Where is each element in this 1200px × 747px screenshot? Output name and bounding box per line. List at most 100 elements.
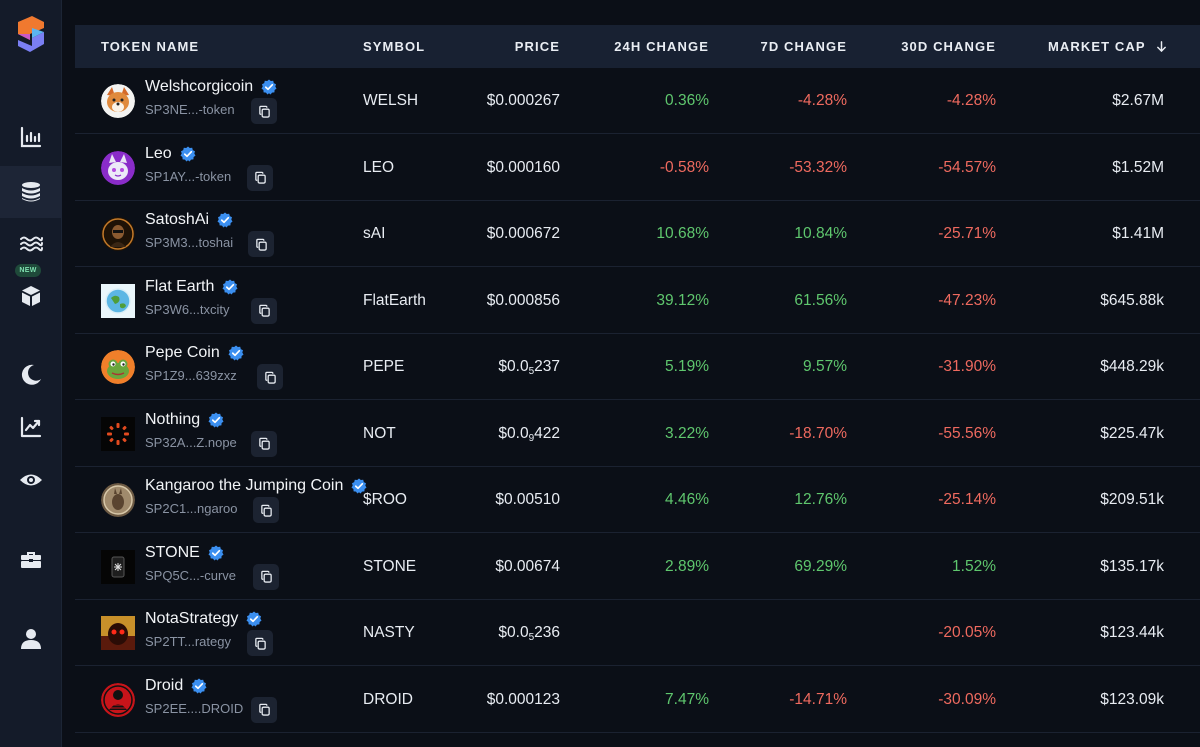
nav-item-profile[interactable]: [0, 613, 62, 665]
column-header-symbol[interactable]: SYMBOL: [363, 39, 426, 54]
token-name-text: Leo: [145, 144, 172, 162]
table-row[interactable]: STONE SPQ5C...-curve STONE $0.00674 2.89% 69.…: [75, 534, 1200, 600]
column-header-24h-change[interactable]: 24H CHANGE: [614, 39, 709, 54]
token-avatar: [101, 283, 135, 318]
token-name-text: Pepe Coin: [145, 344, 220, 361]
copy-address-button[interactable]: [253, 563, 279, 590]
table-row[interactable]: Leo SP1AY...-token LEO $0.000160 -0.58% -53.3…: [75, 135, 1200, 201]
token-name[interactable]: Droid: [145, 677, 207, 695]
table-row[interactable]: SatoshAi SP3M3...toshai sAI $0.000672 10.68%…: [75, 201, 1200, 267]
price-prefix: $0.0: [498, 358, 529, 375]
change-7d: 9.57%: [803, 358, 847, 375]
token-price: $0.000123: [459, 667, 560, 733]
copy-address-button[interactable]: [251, 696, 277, 723]
price-value: $0.000672: [486, 225, 560, 242]
token-symbol: PEPE: [363, 358, 405, 375]
token-name[interactable]: STONE: [145, 544, 224, 562]
token-name[interactable]: Pepe Coin: [145, 344, 244, 362]
market-cap: $123.09k: [1100, 690, 1164, 708]
table-row[interactable]: Kangaroo the Jumping Coin SP2C1...ngaroo $…: [75, 467, 1200, 533]
user-icon: [21, 629, 41, 649]
change-7d: -18.70%: [789, 424, 847, 442]
token-symbol: sAI: [363, 225, 386, 242]
token-price: $0.000160: [459, 135, 560, 201]
change-30d: -31.90%: [938, 358, 996, 375]
table-row[interactable]: Flat Earth SP3W6...txcity FlatEarth $0.0008…: [75, 268, 1200, 334]
nav-item-analytics[interactable]: [0, 111, 62, 163]
token-contract-address: SPQ5C...-curve: [145, 567, 237, 583]
token-name[interactable]: NotaStrategy: [145, 610, 262, 628]
nav-item-portfolio[interactable]: [0, 534, 62, 586]
verified-badge-icon: [228, 345, 244, 361]
copy-address-button[interactable]: [251, 430, 277, 457]
token-avatar: [101, 483, 135, 517]
change-30d: -4.28%: [946, 92, 996, 109]
token-symbol: FlatEarth: [363, 291, 426, 309]
verified-badge-icon: [222, 279, 238, 295]
copy-address-button[interactable]: [247, 164, 273, 191]
token-name-text: Nothing: [145, 410, 201, 428]
eye-icon: [20, 474, 42, 486]
token-avatar: [101, 150, 135, 185]
table-row[interactable]: Welshcorgicoin SP3NE...-token WELSH $0.0002…: [75, 68, 1200, 134]
token-avatar: [101, 84, 135, 118]
column-header-market-cap[interactable]: MARKET CAP: [1048, 25, 1168, 68]
nav-item-new-feature[interactable]: [0, 270, 62, 322]
token-price: $0.00510: [459, 467, 560, 533]
token-name[interactable]: Nothing: [145, 411, 224, 429]
token-name[interactable]: Leo: [145, 145, 196, 163]
market-cap: $123.44k: [1100, 624, 1164, 641]
copy-address-button[interactable]: [253, 497, 279, 523]
cube-icon: [22, 286, 40, 306]
price-value: $0.000267: [486, 92, 560, 109]
nav-item-trending[interactable]: [0, 401, 62, 453]
copy-icon: [264, 371, 277, 384]
change-24h: -0.58%: [659, 158, 709, 176]
change-24h: 10.68%: [656, 225, 709, 242]
table-row[interactable]: Droid SP2EE....DROID DROID $0.000123 7.47% -1…: [75, 667, 1200, 733]
token-avatar: [101, 416, 135, 451]
token-name-text: Droid: [145, 676, 184, 694]
token-name[interactable]: Kangaroo the Jumping Coin: [145, 477, 367, 495]
table-row[interactable]: Pepe Coin SP1Z9...639zxz PEPE $0.05237 5.19%…: [75, 334, 1200, 400]
copy-icon: [258, 304, 271, 317]
token-contract-address: SP2C1...ngaroo: [145, 501, 238, 516]
change-7d: 10.84%: [794, 225, 847, 242]
token-name[interactable]: Welshcorgicoin: [145, 78, 277, 96]
column-header-30d-change[interactable]: 30D CHANGE: [901, 39, 996, 54]
change-7d: -14.71%: [789, 690, 847, 708]
copy-address-button[interactable]: [247, 630, 273, 656]
nav-item-theme[interactable]: [0, 349, 62, 401]
copy-icon: [260, 504, 273, 517]
column-header-token-name[interactable]: TOKEN NAME: [101, 39, 200, 54]
nav-item-pools[interactable]: [0, 218, 62, 270]
copy-icon: [260, 570, 273, 583]
column-header-price[interactable]: PRICE: [514, 39, 560, 54]
market-cap: $225.47k: [1100, 424, 1164, 442]
token-avatar: [101, 217, 135, 251]
verified-badge-icon: [246, 611, 262, 627]
market-cap: $209.51k: [1100, 491, 1164, 508]
token-contract-address: SP2TT...rategy: [145, 634, 231, 649]
token-symbol: $ROO: [363, 491, 407, 508]
copy-icon: [258, 105, 271, 118]
table-row[interactable]: NotaStrategy SP2TT...rategy NASTY $0.05236 -…: [75, 600, 1200, 666]
nav-item-tokens[interactable]: [0, 166, 62, 218]
copy-address-button[interactable]: [251, 98, 277, 124]
change-7d: -4.28%: [797, 92, 847, 109]
nav-item-watchlist[interactable]: [0, 454, 62, 506]
change-7d: -53.32%: [789, 158, 847, 176]
price-value: $0.000856: [486, 291, 560, 309]
column-header-7d-change[interactable]: 7D CHANGE: [760, 39, 847, 54]
market-cap: $1.41M: [1112, 225, 1164, 242]
change-30d: -55.56%: [938, 424, 996, 442]
app-logo[interactable]: [14, 14, 48, 58]
copy-address-button[interactable]: [257, 364, 283, 390]
table-row[interactable]: Nothing SP32A...Z.nope NOT $0.09422 3.22% -18…: [75, 401, 1200, 467]
copy-address-button[interactable]: [251, 297, 277, 324]
token-name[interactable]: SatoshAi: [145, 211, 233, 229]
token-name[interactable]: Flat Earth: [145, 278, 238, 296]
trending-chart-icon: [20, 416, 42, 438]
copy-address-button[interactable]: [248, 231, 274, 257]
change-24h: 4.46%: [665, 491, 709, 508]
